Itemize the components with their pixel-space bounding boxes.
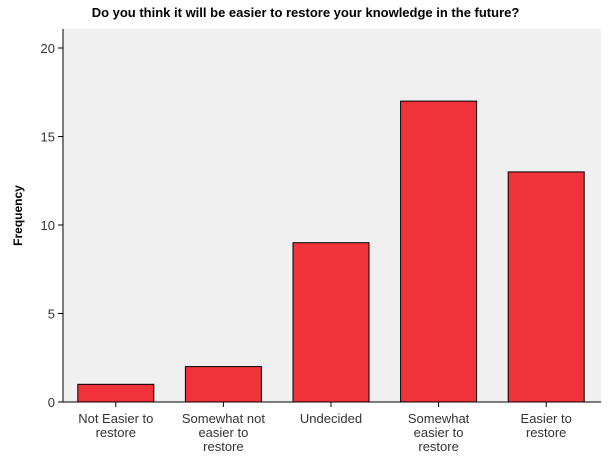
bar	[400, 100, 478, 403]
bar	[292, 242, 370, 403]
y-tick-label: 20	[41, 41, 55, 56]
bar	[507, 171, 585, 403]
y-tick-label: 10	[41, 218, 55, 233]
bar	[184, 366, 262, 403]
x-tick-label: Easier to restore	[521, 411, 572, 440]
y-tick-label: 5	[48, 307, 55, 322]
x-tick-label: Somewhat not easier to restore	[182, 411, 265, 454]
y-axis-title: Frequency	[11, 185, 25, 246]
x-tick-label: Not Easier to restore	[78, 411, 153, 440]
x-tick-label: Somewhat easier to restore	[408, 411, 470, 454]
x-tick-label: Undecided	[300, 411, 362, 426]
y-tick-label: 15	[41, 130, 55, 145]
bars-group	[77, 100, 585, 403]
chart-title: Do you think it will be easier to restor…	[91, 5, 520, 20]
bar	[77, 383, 155, 403]
y-tick-label: 0	[48, 395, 55, 410]
axes-group: 0 5 10 15 20 Not Easier to restore Somewhat not…	[41, 29, 601, 454]
